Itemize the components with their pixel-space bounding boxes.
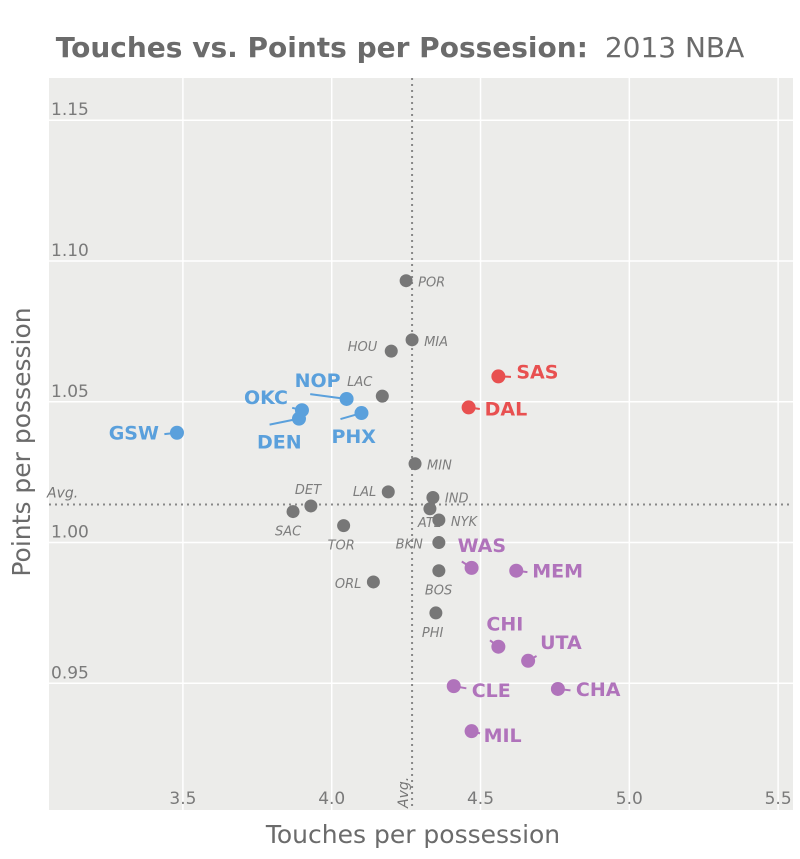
y-tick-label: 0.95 xyxy=(51,663,89,683)
data-point xyxy=(509,564,523,578)
y-tick-label: 1.05 xyxy=(51,382,89,402)
data-point xyxy=(426,491,439,504)
team-label: CHA xyxy=(576,679,621,701)
team-label: CLE xyxy=(472,680,511,702)
team-label: OKC xyxy=(244,387,288,409)
team-label: NYK xyxy=(451,515,479,530)
data-point xyxy=(382,485,395,498)
data-point xyxy=(400,274,413,287)
team-label: MEM xyxy=(532,561,583,583)
data-point xyxy=(429,606,442,619)
team-label: PHX xyxy=(331,426,376,448)
data-point xyxy=(432,536,445,549)
y-tick-label: 1.00 xyxy=(51,523,89,543)
team-label: HOU xyxy=(348,340,378,355)
team-label: TOR xyxy=(328,539,355,554)
team-label: LAL xyxy=(353,485,376,500)
team-label: CHI xyxy=(486,614,523,636)
x-tick-label: 5.0 xyxy=(616,789,643,809)
x-tick-label: 4.5 xyxy=(467,789,494,809)
y-axis-label: Points per possession xyxy=(7,307,36,576)
data-point xyxy=(292,412,306,426)
data-point xyxy=(447,679,461,693)
chart-title-rest: 2013 NBA xyxy=(605,31,744,64)
data-point xyxy=(354,406,368,420)
data-point xyxy=(423,502,436,515)
avg-x-label: Avg. xyxy=(396,777,412,809)
team-point-lal: LAL xyxy=(353,485,395,500)
data-point xyxy=(409,457,422,470)
data-point xyxy=(491,369,505,383)
team-label: NOP xyxy=(295,370,341,392)
avg-y-label: Avg. xyxy=(46,486,78,502)
team-label: SAC xyxy=(275,525,302,540)
team-label: UTA xyxy=(540,632,582,654)
x-tick-label: 5.5 xyxy=(765,789,792,809)
team-label: PHI xyxy=(422,626,444,641)
team-label: WAS xyxy=(458,535,507,557)
data-point xyxy=(376,390,389,403)
data-point xyxy=(465,724,479,738)
data-point xyxy=(432,564,445,577)
data-point xyxy=(491,640,505,654)
team-label: MIA xyxy=(424,335,448,350)
data-point xyxy=(367,575,380,588)
team-label: POR xyxy=(418,276,445,291)
data-point xyxy=(287,505,300,518)
data-point xyxy=(406,333,419,346)
team-label: DET xyxy=(295,483,322,498)
data-point xyxy=(462,400,476,414)
y-tick-label: 1.15 xyxy=(51,100,89,120)
plot-area xyxy=(49,78,793,810)
team-label: MIN xyxy=(427,459,452,474)
x-tick-label: 3.5 xyxy=(169,789,196,809)
data-point xyxy=(337,519,350,532)
y-tick-label: 1.10 xyxy=(51,241,89,261)
team-label: ORL xyxy=(335,577,362,592)
chart-title: Touches vs. Points per Possesion: 2013 N… xyxy=(56,31,745,64)
team-label: DAL xyxy=(485,398,528,420)
x-tick-label: 4.0 xyxy=(318,789,345,809)
data-point xyxy=(304,499,317,512)
team-label: MIL xyxy=(484,725,522,747)
team-label: LAC xyxy=(347,375,373,390)
team-label: SAS xyxy=(516,361,558,383)
chart-title-bold: Touches vs. Points per Possesion: xyxy=(56,31,588,64)
data-point xyxy=(521,654,535,668)
data-point xyxy=(340,392,354,406)
data-point xyxy=(551,682,565,696)
data-point xyxy=(465,561,479,575)
data-point xyxy=(385,345,398,358)
team-label: BKN xyxy=(396,538,423,553)
data-point xyxy=(432,514,445,527)
data-point xyxy=(170,426,184,440)
x-axis-label: Touches per possession xyxy=(265,820,560,849)
team-label: BOS xyxy=(425,584,452,599)
team-label: DEN xyxy=(257,432,302,454)
team-label: GSW xyxy=(109,423,159,445)
team-label: IND xyxy=(445,491,469,506)
